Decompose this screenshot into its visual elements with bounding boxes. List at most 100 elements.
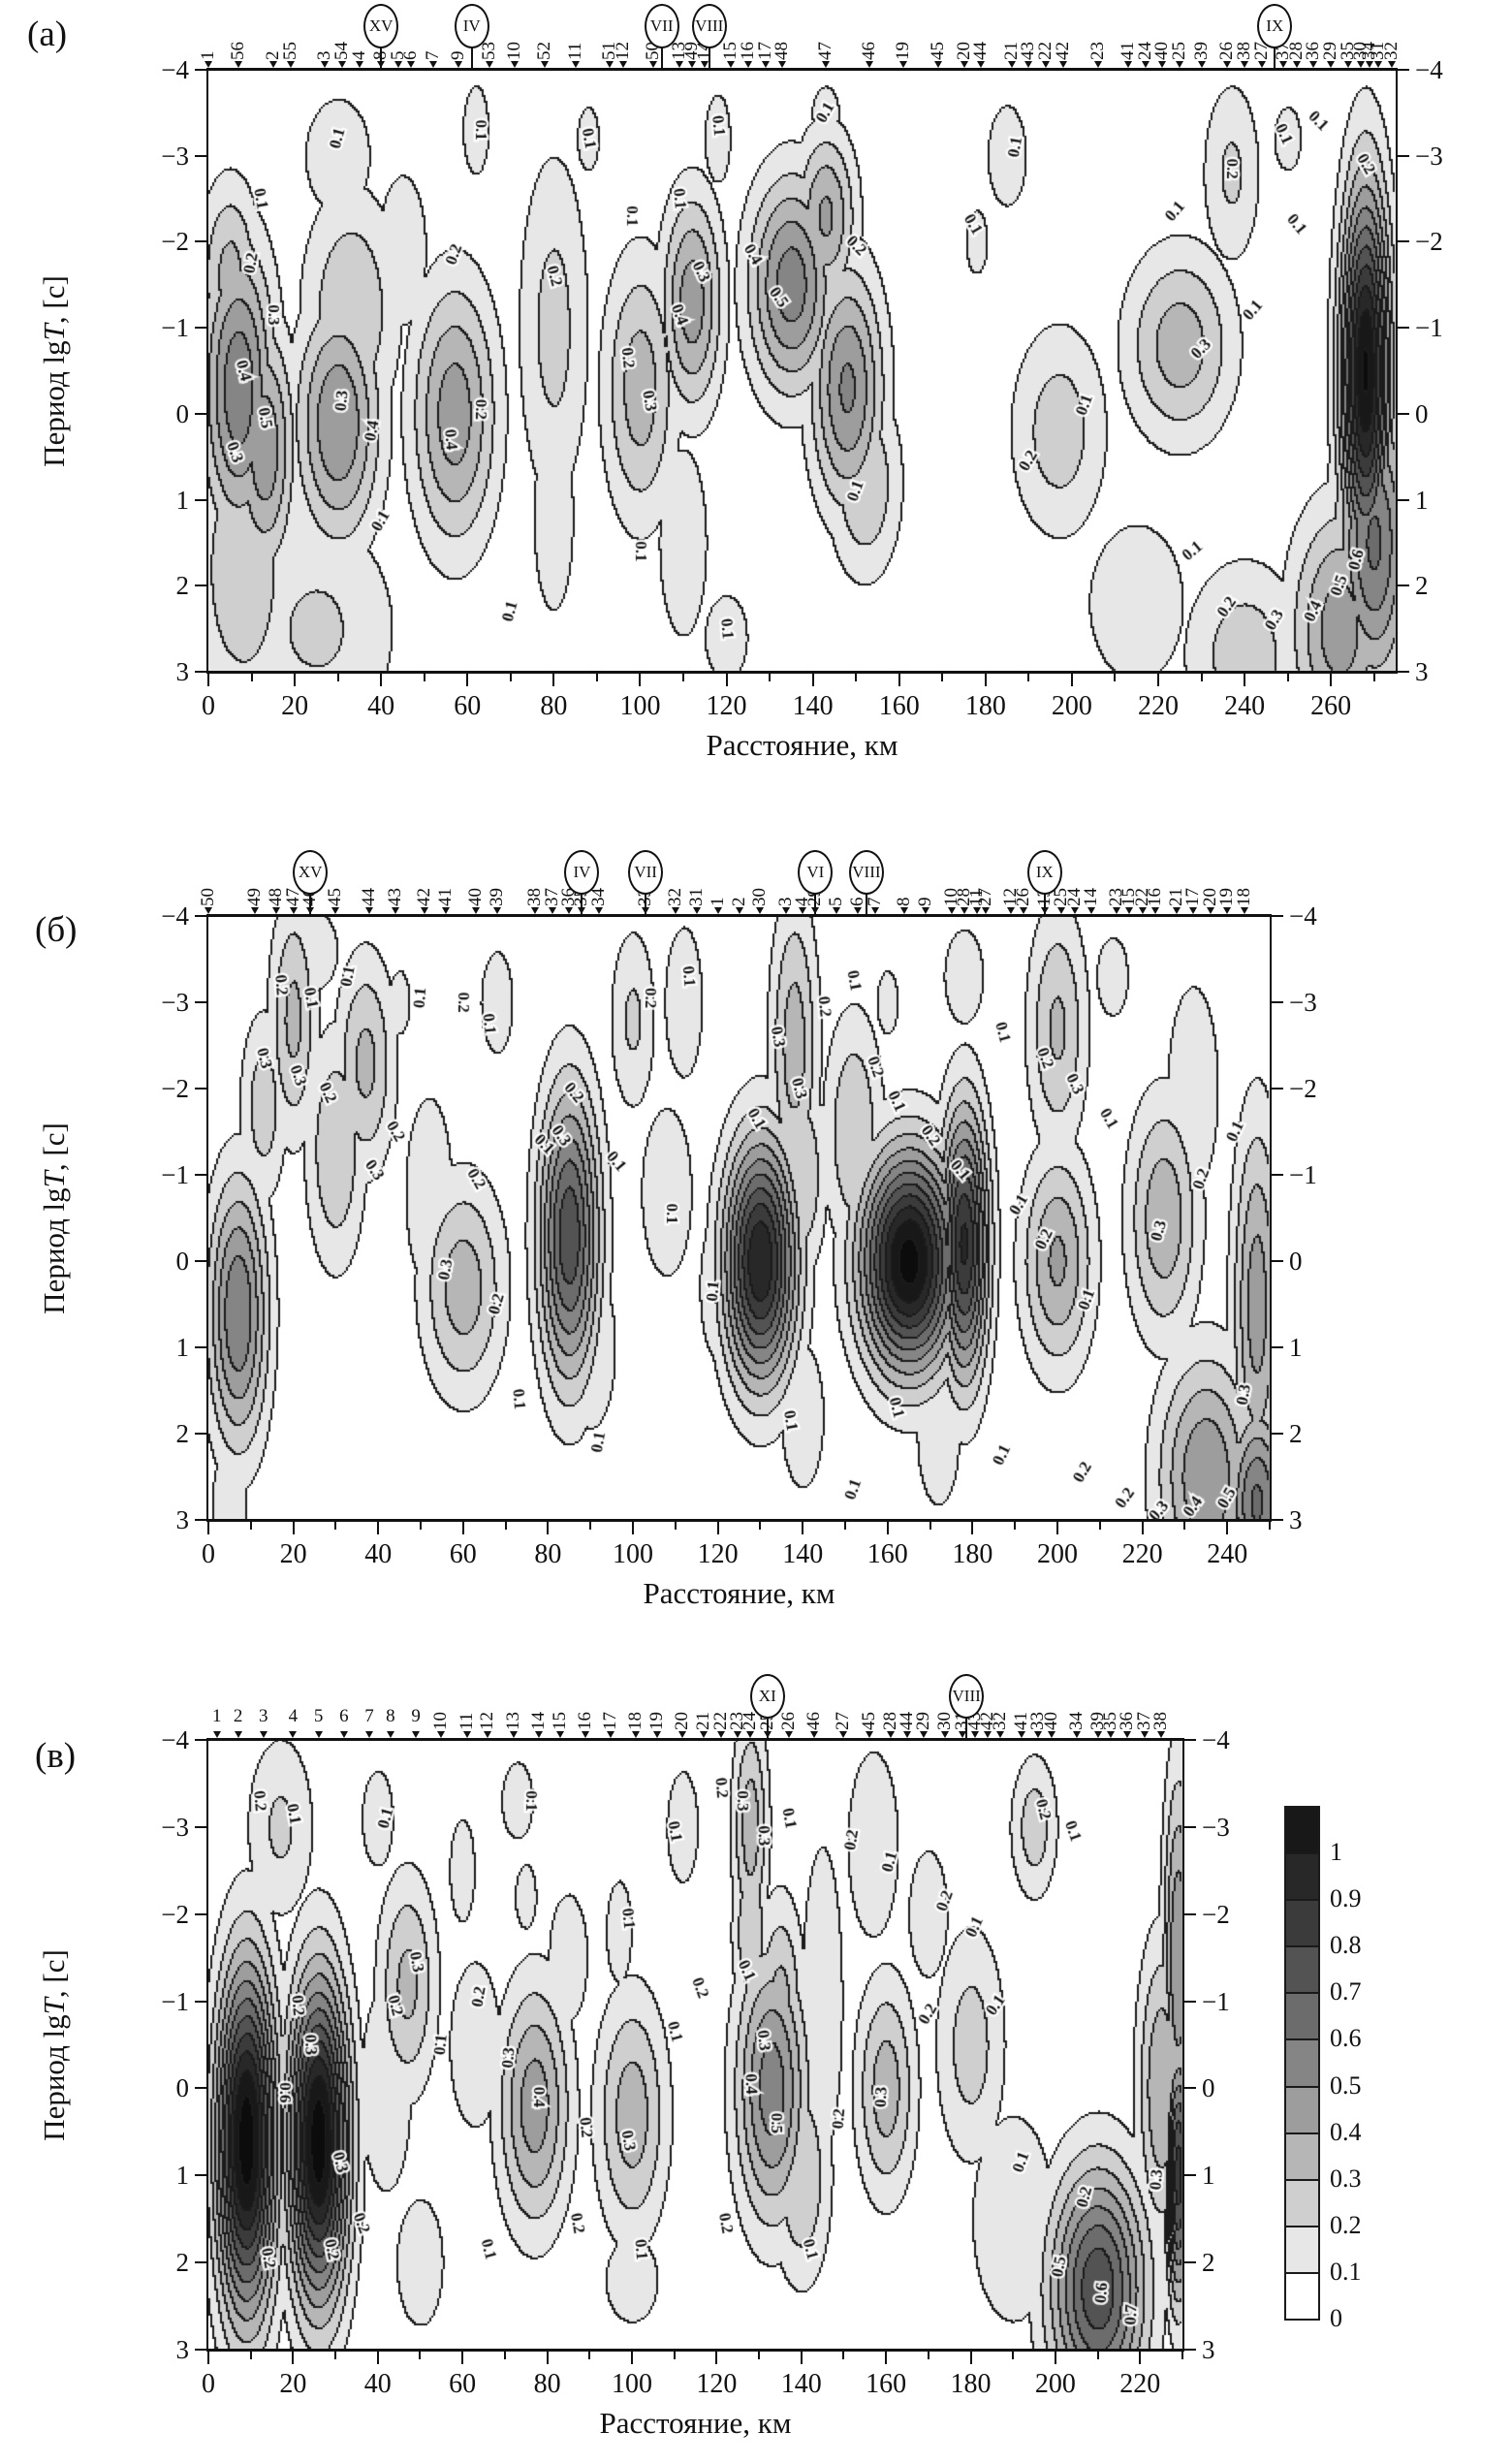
colorbar-cell [1284, 1852, 1320, 1902]
x-tick [461, 1522, 464, 1534]
colorbar-label: 0.4 [1330, 2117, 1362, 2146]
x-tick [250, 674, 253, 681]
y-tick-label-left: 1 [175, 485, 190, 515]
colorbar-label: 0.6 [1330, 2024, 1362, 2053]
station-tick [212, 1731, 221, 1738]
station-tick [727, 61, 735, 68]
y-tick-left [195, 1912, 206, 1915]
marker-IV: IV [564, 850, 600, 895]
station-tick [701, 61, 709, 68]
x-tick-label: 140 [782, 1539, 824, 1569]
x-tick [1012, 2352, 1015, 2359]
x-tick-label: 100 [611, 2369, 652, 2399]
y-tick-left [195, 1739, 206, 1741]
station-label: 45 [927, 42, 948, 60]
station-label: 23 [1087, 42, 1108, 60]
station-label: 44 [970, 42, 992, 60]
x-tick [725, 674, 728, 686]
marker-line [708, 47, 710, 70]
station-tick [1176, 61, 1184, 68]
marker-VIII: VIII [949, 1674, 985, 1719]
station-tick [455, 61, 463, 68]
station-tick [1357, 61, 1366, 68]
station-tick [822, 61, 830, 68]
station-tick [234, 1731, 242, 1738]
left-axis [206, 70, 208, 672]
station-label: 39 [486, 888, 507, 906]
x-tick-label: 180 [950, 2369, 992, 2399]
station-tick [761, 61, 770, 68]
station-label: 10 [430, 1712, 452, 1730]
y-tick-left [195, 154, 206, 157]
x-tick [207, 2352, 209, 2364]
station-tick [462, 1731, 471, 1738]
y-axis-label-var: T [37, 323, 71, 340]
station-label: 16 [1144, 888, 1165, 906]
x-tick [1139, 2352, 1142, 2364]
y-tick-left [195, 1088, 206, 1090]
x-tick-label: 80 [533, 2369, 561, 2399]
marker-line [1043, 893, 1046, 916]
station-label: 3 [259, 1706, 268, 1726]
station-label: 29 [913, 1712, 934, 1730]
station-tick [700, 1731, 709, 1738]
x-tick-label: 120 [706, 691, 747, 721]
x-tick [898, 674, 900, 686]
x-tick [984, 674, 987, 686]
marker-line [814, 893, 817, 916]
station-label: 7 [364, 1706, 374, 1726]
y-tick-right [1272, 1260, 1283, 1262]
marker-VIII: VIII [848, 850, 884, 895]
x-tick [1054, 2352, 1056, 2364]
marker-line [581, 893, 583, 916]
x-tick [802, 1522, 804, 1534]
y-tick-right [1398, 69, 1409, 71]
y-tick-right [1272, 1001, 1283, 1003]
station-label: 46 [858, 42, 879, 60]
x-tick [769, 674, 772, 681]
colorbar-label: 0.2 [1330, 2210, 1362, 2239]
marker-XV: XV [363, 4, 399, 48]
colorbar-cell [1284, 1899, 1320, 1948]
station-tick [984, 1731, 992, 1738]
x-tick [466, 674, 469, 686]
marker-IX: IX [1026, 850, 1062, 895]
station-label: 19 [893, 42, 914, 60]
x-tick [552, 674, 555, 686]
station-tick [1240, 907, 1248, 914]
x-tick [547, 1522, 550, 1534]
y-tick-label-left: −1 [161, 313, 189, 343]
station-tick [941, 1731, 950, 1738]
colorbar-cell [1284, 2271, 1320, 2321]
station-label: 7 [422, 50, 443, 61]
x-tick-label: 0 [202, 1539, 215, 1569]
y-tick-label-left: −4 [161, 901, 189, 931]
x-tick [1014, 1522, 1017, 1530]
y-tick-right [1184, 1739, 1196, 1741]
station-label: 46 [803, 1712, 824, 1730]
y-tick-right [1272, 1519, 1283, 1521]
station-tick [1158, 61, 1167, 68]
bottom-axis [206, 1519, 1272, 1522]
x-tick-label: 60 [454, 691, 482, 721]
station-tick [1138, 907, 1147, 914]
station-tick [1072, 1731, 1081, 1738]
station-tick [1157, 1731, 1166, 1738]
station-tick [920, 1731, 929, 1738]
marker-XI: XI [749, 1674, 785, 1719]
x-tick [376, 2352, 379, 2364]
station-tick [1093, 1731, 1102, 1738]
station-tick [1140, 1731, 1149, 1738]
y-tick-label-right: 0 [1289, 1247, 1303, 1276]
y-tick-left [195, 327, 206, 330]
y-tick-right [1398, 412, 1409, 415]
y-tick-label-right: 1 [1415, 485, 1429, 515]
marker-line [965, 1717, 968, 1740]
station-tick [1106, 1731, 1115, 1738]
station-tick [421, 907, 429, 914]
station-tick [735, 907, 743, 914]
x-tick-label: 80 [540, 691, 568, 721]
station-tick [268, 61, 277, 68]
x-tick [1096, 2352, 1099, 2359]
station-tick [1070, 907, 1079, 914]
